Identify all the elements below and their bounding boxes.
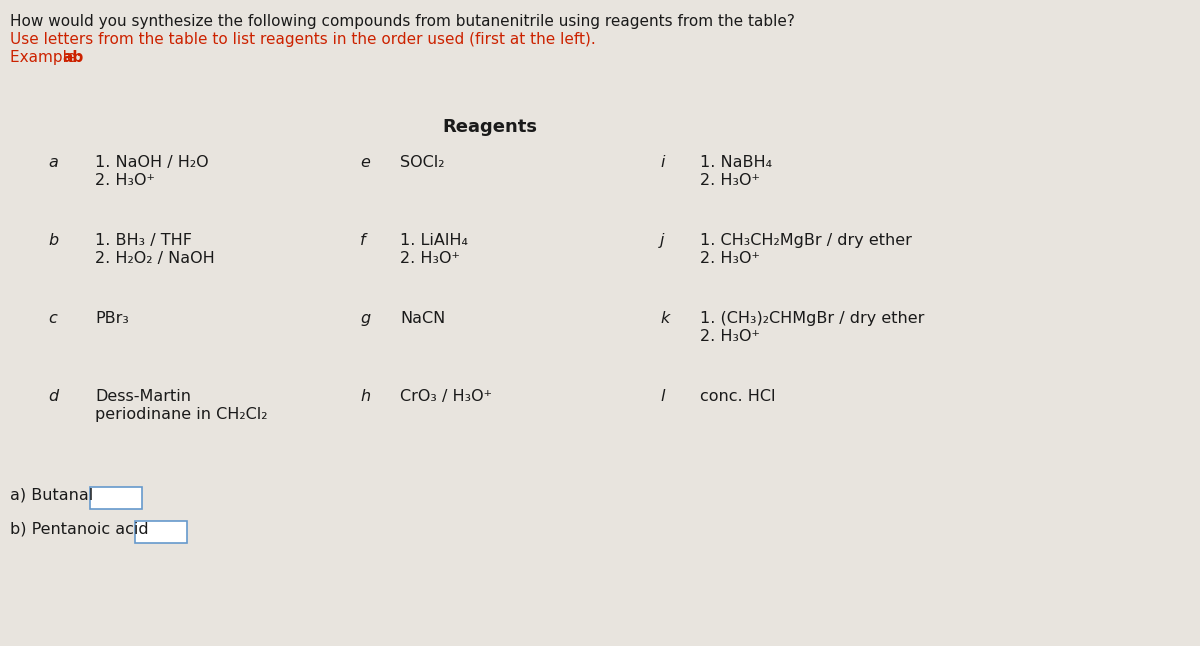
Text: 1. CH₃CH₂MgBr / dry ether: 1. CH₃CH₂MgBr / dry ether	[700, 233, 912, 248]
Text: CrO₃ / H₃O⁺: CrO₃ / H₃O⁺	[400, 389, 492, 404]
Text: b) Pentanoic acid: b) Pentanoic acid	[10, 522, 149, 537]
Text: 2. H₃O⁺: 2. H₃O⁺	[95, 173, 155, 188]
Text: Example:: Example:	[10, 50, 86, 65]
Text: j: j	[660, 233, 665, 248]
Text: 2. H₃O⁺: 2. H₃O⁺	[400, 251, 460, 266]
Text: 2. H₃O⁺: 2. H₃O⁺	[700, 251, 760, 266]
Text: 2. H₃O⁺: 2. H₃O⁺	[700, 329, 760, 344]
Text: 2. H₃O⁺: 2. H₃O⁺	[700, 173, 760, 188]
Text: conc. HCl: conc. HCl	[700, 389, 775, 404]
Text: Dess-Martin: Dess-Martin	[95, 389, 191, 404]
Text: g: g	[360, 311, 370, 326]
Text: PBr₃: PBr₃	[95, 311, 128, 326]
Text: NaCN: NaCN	[400, 311, 445, 326]
Text: h: h	[360, 389, 370, 404]
Text: k: k	[660, 311, 670, 326]
Text: Reagents: Reagents	[443, 118, 538, 136]
Text: c: c	[48, 311, 56, 326]
Text: How would you synthesize the following compounds from butanenitrile using reagen: How would you synthesize the following c…	[10, 14, 794, 29]
Text: b: b	[48, 233, 58, 248]
Text: i: i	[660, 155, 665, 170]
Text: ab: ab	[62, 50, 83, 65]
Text: f: f	[360, 233, 366, 248]
Text: l: l	[660, 389, 665, 404]
Text: 1. LiAlH₄: 1. LiAlH₄	[400, 233, 468, 248]
Text: e: e	[360, 155, 370, 170]
Text: 1. BH₃ / THF: 1. BH₃ / THF	[95, 233, 192, 248]
FancyBboxPatch shape	[90, 487, 142, 509]
Text: a) Butanal: a) Butanal	[10, 488, 94, 503]
FancyBboxPatch shape	[134, 521, 187, 543]
Text: a: a	[48, 155, 58, 170]
Text: Use letters from the table to list reagents in the order used (first at the left: Use letters from the table to list reage…	[10, 32, 595, 47]
Text: SOCl₂: SOCl₂	[400, 155, 444, 170]
Text: periodinane in CH₂Cl₂: periodinane in CH₂Cl₂	[95, 407, 268, 422]
Text: 1. NaOH / H₂O: 1. NaOH / H₂O	[95, 155, 209, 170]
Text: 1. NaBH₄: 1. NaBH₄	[700, 155, 772, 170]
Text: d: d	[48, 389, 58, 404]
Text: 1. (CH₃)₂CHMgBr / dry ether: 1. (CH₃)₂CHMgBr / dry ether	[700, 311, 924, 326]
Text: 2. H₂O₂ / NaOH: 2. H₂O₂ / NaOH	[95, 251, 215, 266]
